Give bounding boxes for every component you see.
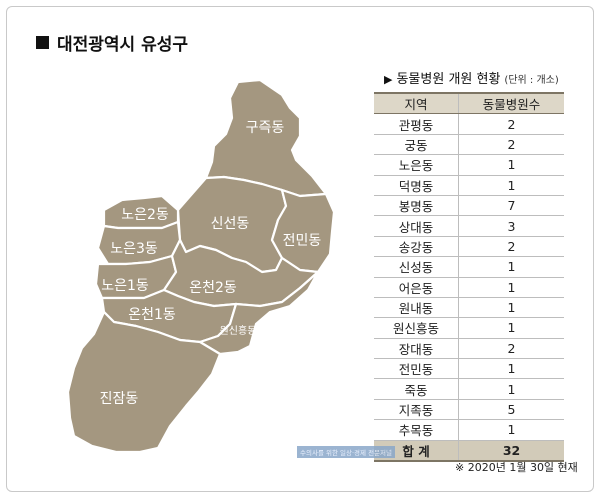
table-heading: ▶ 동물병원 개원 현황 (단위 : 개소) <box>384 68 559 87</box>
row-region: 지족동 <box>374 399 460 421</box>
label-oncheon2: 온천2동 <box>189 280 237 296</box>
table-row: 신성동 1 <box>374 256 564 278</box>
row-count: 2 <box>458 338 564 360</box>
total-count: 32 <box>458 440 564 463</box>
table-row: 덕명동 1 <box>374 175 564 196</box>
row-count: 1 <box>458 419 564 441</box>
label-jeonmin: 전민동 <box>283 233 322 249</box>
total-label: 합 계 <box>374 440 460 463</box>
table-row: 원신흥동 1 <box>374 317 564 339</box>
row-count: 3 <box>458 215 564 237</box>
label-jinjam: 진잠동 <box>100 391 139 407</box>
row-region: 장대동 <box>374 338 460 360</box>
label-sinseong: 신선동 <box>211 216 250 232</box>
table-total-row: 합 계 32 <box>374 440 564 463</box>
table-row: 송강동 2 <box>374 236 564 258</box>
row-count: 2 <box>458 113 564 135</box>
page-title: 대전광역시 유성구 <box>36 30 188 55</box>
row-region: 송강동 <box>374 236 460 258</box>
row-count: 1 <box>458 256 564 278</box>
row-count: 1 <box>458 317 564 339</box>
footnote: ※ 2020년 1월 30일 현재 <box>455 461 578 474</box>
table-row: 관평동 2 <box>374 113 564 135</box>
column-header-region: 지역 <box>374 92 460 115</box>
table-row: 궁동 2 <box>374 134 564 156</box>
row-region: 원내동 <box>374 297 460 319</box>
row-count: 2 <box>458 134 564 156</box>
table-row: 상대동 3 <box>374 215 564 237</box>
table-header-row: 지역 동물병원수 <box>374 92 564 115</box>
row-count: 1 <box>458 378 564 400</box>
row-region: 노은동 <box>374 154 460 176</box>
row-region: 어은동 <box>374 277 460 298</box>
row-region: 전민동 <box>374 358 460 380</box>
table-row: 추목동 1 <box>374 419 564 441</box>
table-unit: (단위 : 개소) <box>504 75 559 86</box>
table-row: 어은동 1 <box>374 277 564 298</box>
watermark: 수의사를 위한 일상·경제 전문저널 <box>297 446 395 458</box>
page-title-text: 대전광역시 유성구 <box>57 35 189 55</box>
row-count: 1 <box>458 297 564 319</box>
row-count: 1 <box>458 358 564 380</box>
row-region: 관평동 <box>374 113 460 135</box>
row-region: 신성동 <box>374 256 460 278</box>
table-body: 관평동 2 궁동 2 노은동 1 덕명동 1 봉명동 7 상대동 3 송강동 2 신성동 1 어은동 1 원내동 1 원… <box>374 113 564 441</box>
row-region: 원신흥동 <box>374 317 460 339</box>
region-jinjam <box>66 310 222 454</box>
table-row: 전민동 1 <box>374 358 564 380</box>
label-wonsinheung: 원신흥동 <box>220 324 257 337</box>
table-row: 노은동 1 <box>374 154 564 176</box>
row-count: 1 <box>458 154 564 176</box>
row-count: 2 <box>458 236 564 258</box>
table-row: 장대동 2 <box>374 338 564 360</box>
square-bullet-icon <box>36 36 49 49</box>
region-wonsinheung <box>198 270 320 356</box>
table-heading-text: 동물병원 개원 현황 <box>396 72 501 87</box>
row-region: 상대동 <box>374 215 460 237</box>
row-region: 궁동 <box>374 134 460 156</box>
row-region: 봉명동 <box>374 195 460 217</box>
label-gujeuk: 구즉동 <box>246 120 285 136</box>
row-count: 1 <box>458 277 564 298</box>
label-noeun1: 노은1동 <box>101 278 149 294</box>
vet-clinic-table: 지역 동물병원수 관평동 2 궁동 2 노은동 1 덕명동 1 봉명동 7 상대동 3 송강동 2 신성동 1… <box>374 92 564 463</box>
row-region: 죽동 <box>374 378 460 400</box>
row-count: 1 <box>458 175 564 196</box>
table-row: 원내동 1 <box>374 297 564 319</box>
label-noeun3: 노은3동 <box>110 241 158 257</box>
triangle-bullet-icon: ▶ <box>384 73 393 86</box>
label-noeun2: 노은2동 <box>121 207 169 223</box>
row-region: 덕명동 <box>374 175 460 196</box>
table-row: 봉명동 7 <box>374 195 564 217</box>
column-header-count: 동물병원수 <box>458 92 564 115</box>
label-oncheon1: 온천1동 <box>128 307 176 323</box>
row-region: 추목동 <box>374 419 460 441</box>
table-row: 지족동 5 <box>374 399 564 421</box>
table-row: 죽동 1 <box>374 378 564 400</box>
row-count: 7 <box>458 195 564 217</box>
row-count: 5 <box>458 399 564 421</box>
